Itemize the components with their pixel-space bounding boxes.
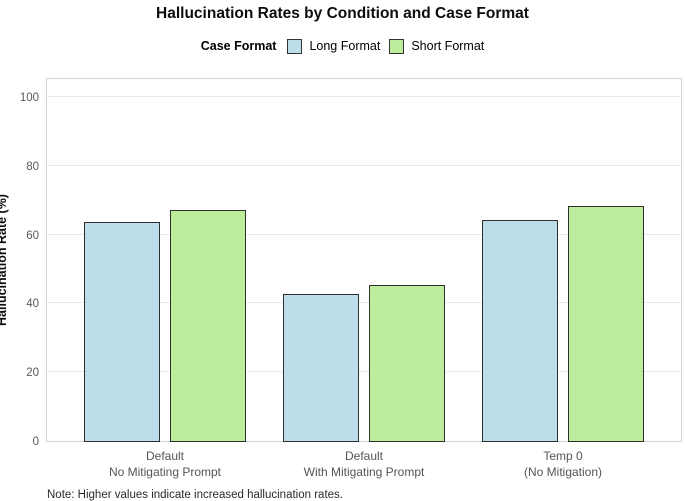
x-axis-label-3: Temp 0 (No Mitigation) xyxy=(523,449,603,479)
footnote: Note: Higher values indicate increased h… xyxy=(47,489,343,501)
legend-label-long-format: Long Format xyxy=(309,39,381,53)
bar-short-format-group-3 xyxy=(568,206,644,442)
plot-area: Hallucination Rate (%) 0 20 40 60 80 100 xyxy=(0,78,682,448)
y-tick-label-0: 0 xyxy=(32,436,39,448)
gridline-y-80 xyxy=(47,165,681,166)
y-tick-label-60: 60 xyxy=(26,230,39,242)
x-axis-label-2: Default With Mitigating Prompt xyxy=(303,449,425,479)
y-tick-label-40: 40 xyxy=(26,298,39,310)
bar-group-2 xyxy=(283,78,445,442)
legend: Case Format Long Format Short Format xyxy=(0,37,685,55)
y-tick-label-80: 80 xyxy=(26,161,39,173)
bar-long-format-group-1 xyxy=(84,222,160,442)
bar-group-1 xyxy=(84,78,246,442)
gridline-y-100 xyxy=(47,96,681,97)
gridline-y-40 xyxy=(47,302,681,303)
gridline-y-60 xyxy=(47,234,681,235)
bar-group-3 xyxy=(482,78,644,442)
y-tick-label-100: 100 xyxy=(19,92,39,104)
chart-title: Hallucination Rates by Condition and Cas… xyxy=(156,5,529,22)
bar-groups xyxy=(46,78,682,442)
x-axis-label-1: Default No Mitigating Prompt xyxy=(108,449,222,479)
legend-swatch-long-format-icon xyxy=(287,38,303,54)
legend-swatch-short-format-icon xyxy=(389,38,405,54)
legend-title: Case Format xyxy=(200,39,277,53)
gridline-y-20 xyxy=(47,371,681,372)
legend-item-short-format: Short Format xyxy=(389,38,485,54)
bar-short-format-group-2 xyxy=(369,285,445,442)
bar-short-format-group-1 xyxy=(170,210,246,442)
legend-item-long-format: Long Format xyxy=(287,38,381,54)
bar-long-format-group-3 xyxy=(482,220,558,442)
x-axis-labels: Default No Mitigating Prompt Default With M… xyxy=(46,448,682,480)
bar-long-format-group-2 xyxy=(283,294,359,442)
legend-label-short-format: Short Format xyxy=(411,39,485,53)
y-tick-label-20: 20 xyxy=(26,367,39,379)
